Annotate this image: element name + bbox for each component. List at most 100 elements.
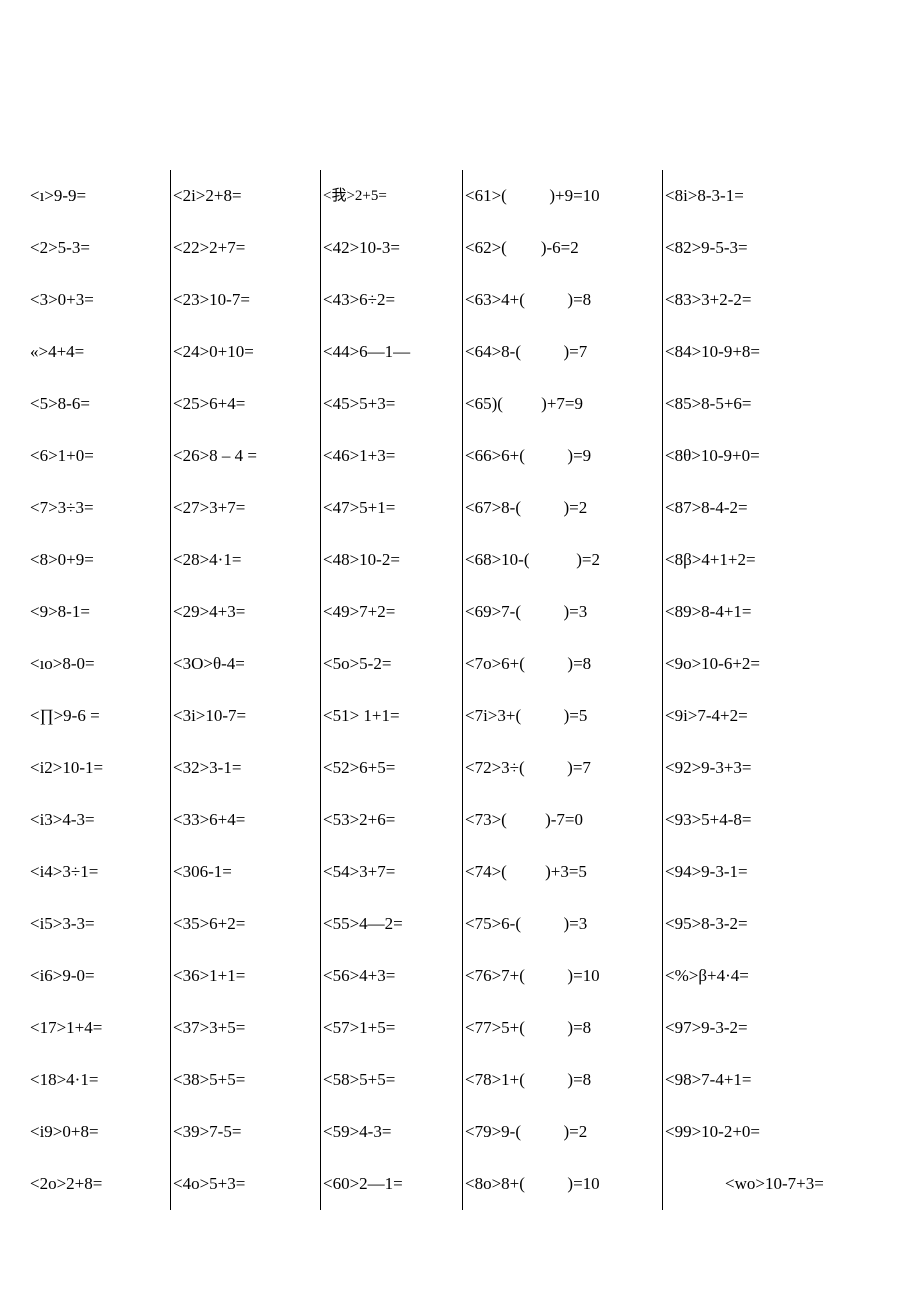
problem-cell: <2o>2+8=	[30, 1158, 170, 1210]
problem-cell: <87>8-4-2=	[665, 482, 892, 534]
problem-cell: <95>8-3-2=	[665, 898, 892, 950]
problem-cell: <3O>θ-4=	[173, 638, 320, 690]
problem-cell: <65)( )+7=9	[465, 378, 662, 430]
problem-cell: <5o>5-2=	[323, 638, 462, 690]
problem-cell: <43>6÷2=	[323, 274, 462, 326]
problem-cell: <58>5+5=	[323, 1054, 462, 1106]
problem-cell: <45>5+3=	[323, 378, 462, 430]
problem-cell: <51> 1+1=	[323, 690, 462, 742]
problem-cell: <5>8-6=	[30, 378, 170, 430]
problem-cell: <97>9-3-2=	[665, 1002, 892, 1054]
problem-cell: <62>( )-6=2	[465, 222, 662, 274]
problem-cell: <6>1+0=	[30, 430, 170, 482]
problem-cell: <2>5-3=	[30, 222, 170, 274]
problem-cell: <28>4·1=	[173, 534, 320, 586]
problem-cell: <我>2+5=	[323, 170, 462, 222]
problem-cell: <99>10-2+0=	[665, 1106, 892, 1158]
problem-cell: <32>3-1=	[173, 742, 320, 794]
problem-cell: <82>9-5-3=	[665, 222, 892, 274]
problem-cell: <2i>2+8=	[173, 170, 320, 222]
problem-cell: <23>10-7=	[173, 274, 320, 326]
problem-cell: <9>8-1=	[30, 586, 170, 638]
problem-cell: <60>2—1=	[323, 1158, 462, 1210]
problem-cell: <37>3+5=	[173, 1002, 320, 1054]
problem-cell: <66>6+( )=9	[465, 430, 662, 482]
problem-cell: <i9>0+8=	[30, 1106, 170, 1158]
problem-cell: <59>4-3=	[323, 1106, 462, 1158]
problem-cell: <47>5+1=	[323, 482, 462, 534]
problem-cell: <i6>9-0=	[30, 950, 170, 1002]
problem-cell: <3i>10-7=	[173, 690, 320, 742]
problem-cell: <25>6+4=	[173, 378, 320, 430]
problem-cell: <73>( )-7=0	[465, 794, 662, 846]
problem-cell: <54>3+7=	[323, 846, 462, 898]
problem-cell: <49>7+2=	[323, 586, 462, 638]
problem-cell: <53>2+6=	[323, 794, 462, 846]
problem-cell: <4o>5+3=	[173, 1158, 320, 1210]
problem-cell: <7o>6+( )=8	[465, 638, 662, 690]
problem-cell: <i5>3-3=	[30, 898, 170, 950]
problem-cell: <7>3÷3=	[30, 482, 170, 534]
problem-cell: <78>1+( )=8	[465, 1054, 662, 1106]
problem-cell: <98>7-4+1=	[665, 1054, 892, 1106]
problem-cell: <18>4·1=	[30, 1054, 170, 1106]
column-5: <8i>8-3-1= <82>9-5-3= <83>3+2-2= <84>10-…	[662, 170, 892, 1210]
problem-cell: <i3>4-3=	[30, 794, 170, 846]
problem-cell: <44>6—1—	[323, 326, 462, 378]
problem-cell: <35>6+2=	[173, 898, 320, 950]
problem-cell: <75>6-( )=3	[465, 898, 662, 950]
problem-cell: <79>9-( )=2	[465, 1106, 662, 1158]
column-3: <我>2+5= <42>10-3= <43>6÷2= <44>6—1— <45>…	[320, 170, 462, 1210]
problem-cell: <42>10-3=	[323, 222, 462, 274]
problem-cell: <7i>3+( )=5	[465, 690, 662, 742]
worksheet-page: <ı>9-9= <2>5-3= <3>0+3= «>4+4= <5>8-6= <…	[0, 0, 920, 1301]
problem-cell: <29>4+3=	[173, 586, 320, 638]
problem-cell: <∏>9-6 =	[30, 690, 170, 742]
column-1: <ı>9-9= <2>5-3= <3>0+3= «>4+4= <5>8-6= <…	[30, 170, 170, 1210]
problem-cell: <57>1+5=	[323, 1002, 462, 1054]
problem-cell: <61>( )+9=10	[465, 170, 662, 222]
problem-cell: <64>8-( )=7	[465, 326, 662, 378]
problem-cell: <i2>10-1=	[30, 742, 170, 794]
problem-cell: <17>1+4=	[30, 1002, 170, 1054]
problem-cell: <26>8 – 4 =	[173, 430, 320, 482]
problem-cell: <72>3÷( )=7	[465, 742, 662, 794]
problem-cell: <22>2+7=	[173, 222, 320, 274]
problem-cell: <8o>8+( )=10	[465, 1158, 662, 1210]
problem-cell: <%>β+4·4=	[665, 950, 892, 1002]
problem-cell: <55>4—2=	[323, 898, 462, 950]
problem-cell: <52>6+5=	[323, 742, 462, 794]
problem-cell: <85>8-5+6=	[665, 378, 892, 430]
problem-cell: <77>5+( )=8	[465, 1002, 662, 1054]
problem-cell: <9o>10-6+2=	[665, 638, 892, 690]
problem-cell: <89>8-4+1=	[665, 586, 892, 638]
problem-cell: <27>3+7=	[173, 482, 320, 534]
problem-cell: <63>4+( )=8	[465, 274, 662, 326]
problem-cell: <306-1=	[173, 846, 320, 898]
problem-cell: <48>10-2=	[323, 534, 462, 586]
problem-cell: <9i>7-4+2=	[665, 690, 892, 742]
problem-cell: <46>1+3=	[323, 430, 462, 482]
problem-cell: <39>7-5=	[173, 1106, 320, 1158]
problem-cell: <74>( )+3=5	[465, 846, 662, 898]
column-2: <2i>2+8= <22>2+7= <23>10-7= <24>0+10= <2…	[170, 170, 320, 1210]
problem-cell: <33>6+4=	[173, 794, 320, 846]
column-4: <61>( )+9=10 <62>( )-6=2 <63>4+( )=8 <64…	[462, 170, 662, 1210]
problem-cell: <69>7-( )=3	[465, 586, 662, 638]
problem-cell: <wo>10-7+3=	[665, 1158, 892, 1210]
problem-cell: <8β>4+1+2=	[665, 534, 892, 586]
problem-cell: «>4+4=	[30, 326, 170, 378]
problem-cell: <ı>9-9=	[30, 170, 170, 222]
problem-cell: <i4>3÷1=	[30, 846, 170, 898]
problem-cell: <3>0+3=	[30, 274, 170, 326]
problem-cell: <83>3+2-2=	[665, 274, 892, 326]
problem-cell: <56>4+3=	[323, 950, 462, 1002]
problem-cell: <36>1+1=	[173, 950, 320, 1002]
problem-cell: <67>8-( )=2	[465, 482, 662, 534]
problem-cell: <24>0+10=	[173, 326, 320, 378]
problem-grid: <ı>9-9= <2>5-3= <3>0+3= «>4+4= <5>8-6= <…	[30, 170, 910, 1210]
problem-cell: <93>5+4-8=	[665, 794, 892, 846]
problem-cell: <76>7+( )=10	[465, 950, 662, 1002]
problem-cell: <92>9-3+3=	[665, 742, 892, 794]
problem-cell: <8>0+9=	[30, 534, 170, 586]
